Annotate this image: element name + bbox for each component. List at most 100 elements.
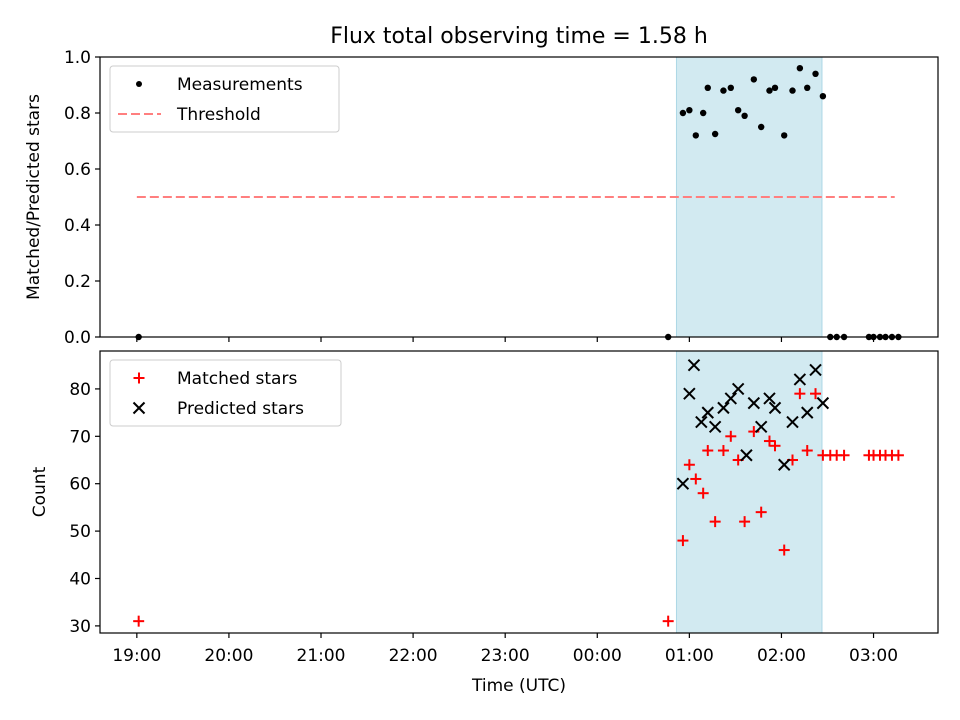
- measurement-point: [704, 84, 711, 92]
- y-tick-label: 50: [69, 522, 91, 542]
- series-predicted-stars: [676, 359, 830, 490]
- marker-stroke: [816, 396, 830, 410]
- matched-star-marker: [725, 430, 737, 442]
- marker-stroke: [724, 392, 738, 405]
- y-tick-label: 60: [69, 475, 91, 495]
- measurement-point: [727, 84, 735, 92]
- measurement-point: [699, 109, 707, 117]
- x-tick-label: 03:00: [849, 646, 898, 666]
- marker-stroke: [687, 359, 701, 372]
- series-measurements: [135, 65, 902, 341]
- predicted-star-marker: [763, 392, 776, 405]
- y-tick-label: 0.2: [64, 272, 91, 292]
- measurement-point: [796, 65, 804, 72]
- predicted-star-marker: [731, 382, 745, 396]
- legend: Matched stars Predicted stars: [109, 359, 342, 427]
- marker-stroke: [768, 401, 782, 415]
- matched-star-marker: [717, 445, 729, 457]
- y-tick-label: 0.6: [64, 160, 91, 180]
- y-tick-label: 80: [69, 380, 91, 400]
- marker-stroke: [676, 477, 690, 490]
- x-tick-label: 20:00: [204, 646, 253, 666]
- marker-stroke: [683, 387, 696, 400]
- legend-predicted-marker: [132, 401, 146, 415]
- measurement-point: [789, 87, 796, 94]
- matched-star-marker: [739, 516, 751, 528]
- predicted-star-marker: [747, 396, 761, 410]
- marker-stroke: [740, 449, 753, 462]
- predicted-star-marker: [793, 373, 807, 386]
- legend-measurements-marker: [136, 81, 142, 87]
- predicted-star-marker: [676, 477, 690, 490]
- x-tick-label: 21:00: [297, 646, 346, 666]
- predicted-star-marker: [683, 387, 696, 400]
- y-tick-label: 0.0: [64, 328, 91, 348]
- matched-star-marker: [801, 445, 813, 457]
- measurement-point: [734, 107, 742, 114]
- predicted-star-marker: [724, 392, 738, 405]
- marker-stroke: [717, 401, 730, 415]
- legend-label: Matched stars: [177, 369, 297, 389]
- predicted-star-marker: [786, 415, 799, 429]
- series-matched-stars: [133, 388, 904, 627]
- marker-stroke: [809, 363, 822, 377]
- measurement-point: [750, 76, 758, 83]
- measurement-point: [741, 112, 748, 120]
- y-tick-label: 40: [69, 569, 91, 589]
- measurement-point: [781, 132, 788, 139]
- chart-title: Flux total observing time = 1.58 h: [330, 24, 708, 49]
- matched-star-marker: [769, 440, 781, 452]
- predicted-star-marker: [768, 401, 782, 415]
- matched-star-marker: [709, 516, 721, 528]
- x-tick-label: 00:00: [573, 646, 622, 666]
- measurement-point: [819, 93, 827, 100]
- legend-label: Threshold: [176, 105, 261, 125]
- measurement-point: [804, 84, 811, 92]
- predicted-star-marker: [740, 449, 753, 462]
- measurement-point: [692, 132, 700, 139]
- marker-stroke: [747, 396, 761, 410]
- marker-stroke: [132, 401, 146, 415]
- x-tick-label: 22:00: [389, 646, 438, 666]
- predicted-star-marker: [801, 406, 814, 419]
- marker-stroke: [754, 420, 768, 434]
- x-tick-label: 23:00: [481, 646, 530, 666]
- matched-star-marker: [690, 473, 702, 485]
- marker-stroke: [701, 406, 714, 419]
- legend-label: Predicted stars: [177, 399, 304, 419]
- predicted-star-marker: [754, 420, 768, 434]
- marker-stroke: [778, 458, 791, 471]
- measurement-point: [711, 130, 719, 138]
- matched-star-marker: [702, 445, 714, 457]
- predicted-star-marker: [778, 458, 791, 471]
- marker-stroke: [763, 392, 776, 405]
- y-axis-label: Count: [30, 466, 50, 517]
- y-tick-label: 1.0: [64, 48, 91, 68]
- x-tick-label: 02:00: [757, 646, 806, 666]
- top-panel: 0.0 0.2 0.4 0.6 0.8 1.0 Matched/Predicted star…: [24, 48, 939, 348]
- marker-stroke: [786, 415, 799, 429]
- legend: Measurements Threshold: [109, 65, 340, 133]
- measurement-point: [812, 70, 819, 78]
- measurement-point: [679, 109, 687, 117]
- matched-star-marker: [892, 449, 904, 461]
- legend-matched-marker: [133, 372, 145, 384]
- matched-star-marker: [677, 535, 689, 547]
- bottom-panel: 30 40 50 60 70 80 19:00 20:00 21:00 22:00 23:00 00:…: [30, 350, 939, 696]
- x-tick-label: 01:00: [665, 646, 714, 666]
- matched-star-marker: [755, 506, 767, 518]
- predicted-star-marker: [708, 420, 722, 434]
- legend-label: Measurements: [177, 75, 303, 95]
- y-tick-label: 30: [69, 617, 91, 637]
- measurement-point: [757, 123, 765, 131]
- predicted-star-marker: [717, 401, 730, 415]
- measurement-point: [720, 87, 727, 94]
- legend-box: [109, 65, 340, 133]
- predicted-star-marker: [816, 396, 830, 410]
- x-axis-label: Time (UTC): [471, 676, 566, 696]
- y-axis-label: Matched/Predicted stars: [24, 94, 44, 300]
- predicted-star-marker: [701, 406, 714, 419]
- marker-stroke: [695, 415, 708, 429]
- predicted-star-marker: [687, 359, 701, 372]
- marker-stroke: [793, 373, 807, 386]
